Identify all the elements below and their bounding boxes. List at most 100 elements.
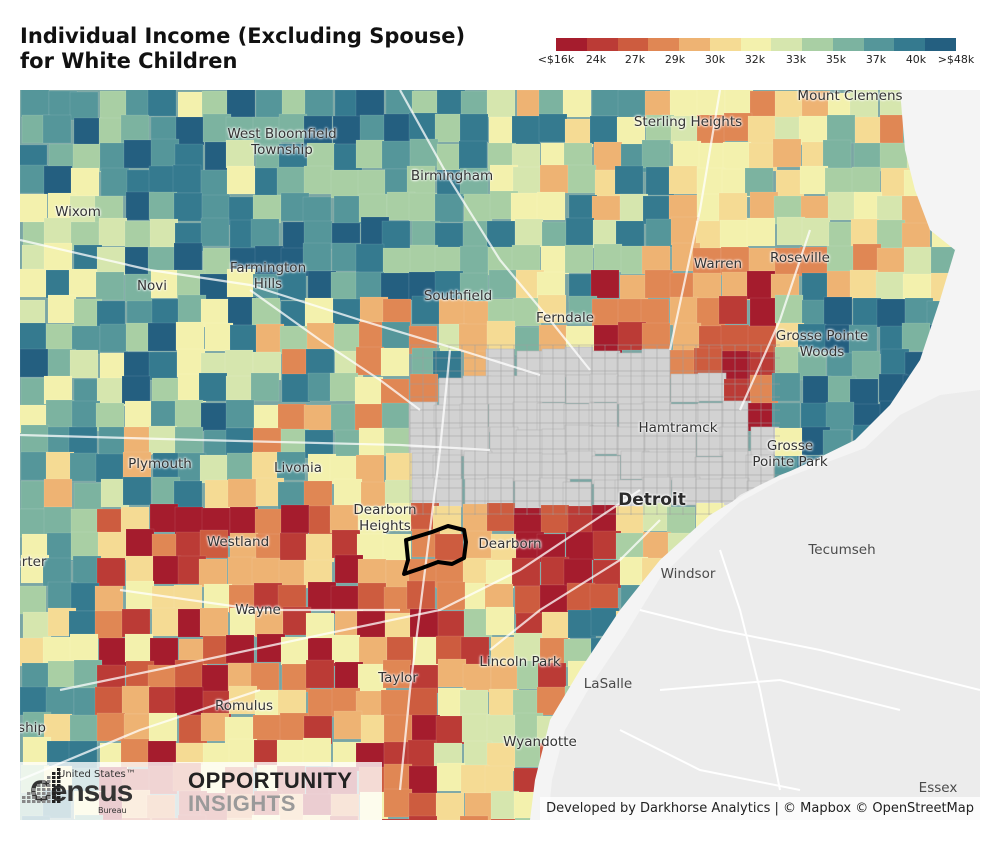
census-tract[interactable] [330,403,360,433]
census-tract[interactable] [229,532,259,562]
census-tract[interactable] [71,400,101,430]
census-tract[interactable] [774,294,804,324]
census-tract[interactable] [69,633,99,663]
census-tract[interactable] [359,114,389,144]
census-tract[interactable] [435,792,465,820]
census-tract[interactable] [20,508,48,538]
census-tract[interactable] [799,165,829,195]
census-tract[interactable] [408,792,438,820]
census-tract[interactable] [749,297,779,327]
census-tract[interactable] [514,480,544,510]
census-tract[interactable] [148,351,178,381]
census-tract[interactable] [303,480,333,510]
census-tract[interactable] [97,531,127,561]
census-tract[interactable] [718,295,748,325]
census-tract[interactable] [669,296,699,326]
census-tract[interactable] [771,402,801,432]
census-tract[interactable] [695,478,725,508]
census-tract[interactable] [695,220,725,250]
census-tract[interactable] [641,139,671,169]
census-tract[interactable] [541,611,571,641]
census-tract[interactable] [229,506,259,536]
census-tract[interactable] [563,558,593,588]
census-tract[interactable] [514,585,544,615]
census-tract[interactable] [96,377,126,407]
census-tract[interactable] [852,243,882,273]
census-tract[interactable] [73,117,103,147]
census-tract[interactable] [408,687,438,717]
census-tract[interactable] [880,348,910,378]
census-tract[interactable] [331,529,361,559]
census-tract[interactable] [434,222,464,252]
census-tract[interactable] [252,116,282,146]
census-tract[interactable] [463,450,493,480]
census-tract[interactable] [200,712,230,742]
census-tract[interactable] [99,323,129,353]
census-tract[interactable] [305,533,335,563]
census-tract[interactable] [173,242,203,272]
census-tract[interactable] [355,346,385,376]
census-tract[interactable] [409,373,439,403]
census-tract[interactable] [95,271,125,301]
census-tract[interactable] [537,294,567,324]
census-tract[interactable] [20,585,47,615]
census-tract[interactable] [641,451,671,481]
census-tract[interactable] [697,372,727,402]
census-tract[interactable] [826,245,856,275]
census-tract[interactable] [330,271,360,301]
census-tract[interactable] [510,192,540,222]
census-tract[interactable] [302,196,332,226]
census-tract[interactable] [173,192,203,222]
census-tract[interactable] [355,271,385,301]
selected-tract-outline[interactable] [402,524,468,576]
census-tract[interactable] [540,245,570,275]
census-tract[interactable] [147,322,177,352]
census-tract[interactable] [776,216,806,246]
census-tract[interactable] [876,298,906,328]
census-tract[interactable] [672,322,702,352]
census-tract[interactable] [357,505,387,535]
census-tract[interactable] [797,351,827,381]
census-tract[interactable] [876,219,906,249]
census-tract[interactable] [748,142,778,172]
census-tract[interactable] [70,531,100,561]
census-tract[interactable] [408,815,438,820]
census-tract[interactable] [254,508,284,538]
census-tract[interactable] [121,375,151,405]
census-tract[interactable] [801,272,831,302]
census-tract[interactable] [43,506,73,536]
census-tract[interactable] [750,426,780,456]
census-tract[interactable] [173,480,203,510]
census-tract[interactable] [174,399,204,429]
census-tract[interactable] [149,503,179,533]
census-tract[interactable] [68,426,98,456]
census-tract[interactable] [69,349,99,379]
census-tract[interactable] [644,90,674,120]
census-tract[interactable] [69,452,99,482]
census-tract[interactable] [100,167,130,197]
census-tract[interactable] [536,191,566,221]
census-tract[interactable] [385,452,415,482]
census-tract[interactable] [20,193,48,223]
census-tract[interactable] [383,763,413,793]
census-tract[interactable] [512,166,542,196]
census-tract[interactable] [250,372,280,402]
census-tract[interactable] [277,403,307,433]
census-tract[interactable] [303,404,333,434]
census-tract[interactable] [276,451,306,481]
census-tract[interactable] [540,504,570,534]
census-tract[interactable] [644,269,674,299]
census-tract[interactable] [645,114,675,144]
census-tract[interactable] [617,321,647,351]
census-tract[interactable] [329,504,359,534]
census-tract[interactable] [254,608,284,638]
census-tract[interactable] [671,476,701,506]
census-tract[interactable] [174,506,204,536]
census-tract[interactable] [408,192,438,222]
census-tract[interactable] [124,220,154,250]
census-tract[interactable] [724,90,754,117]
census-tract[interactable] [255,533,285,563]
census-tract[interactable] [511,115,541,145]
census-tract[interactable] [381,220,411,250]
census-tract[interactable] [744,167,774,197]
